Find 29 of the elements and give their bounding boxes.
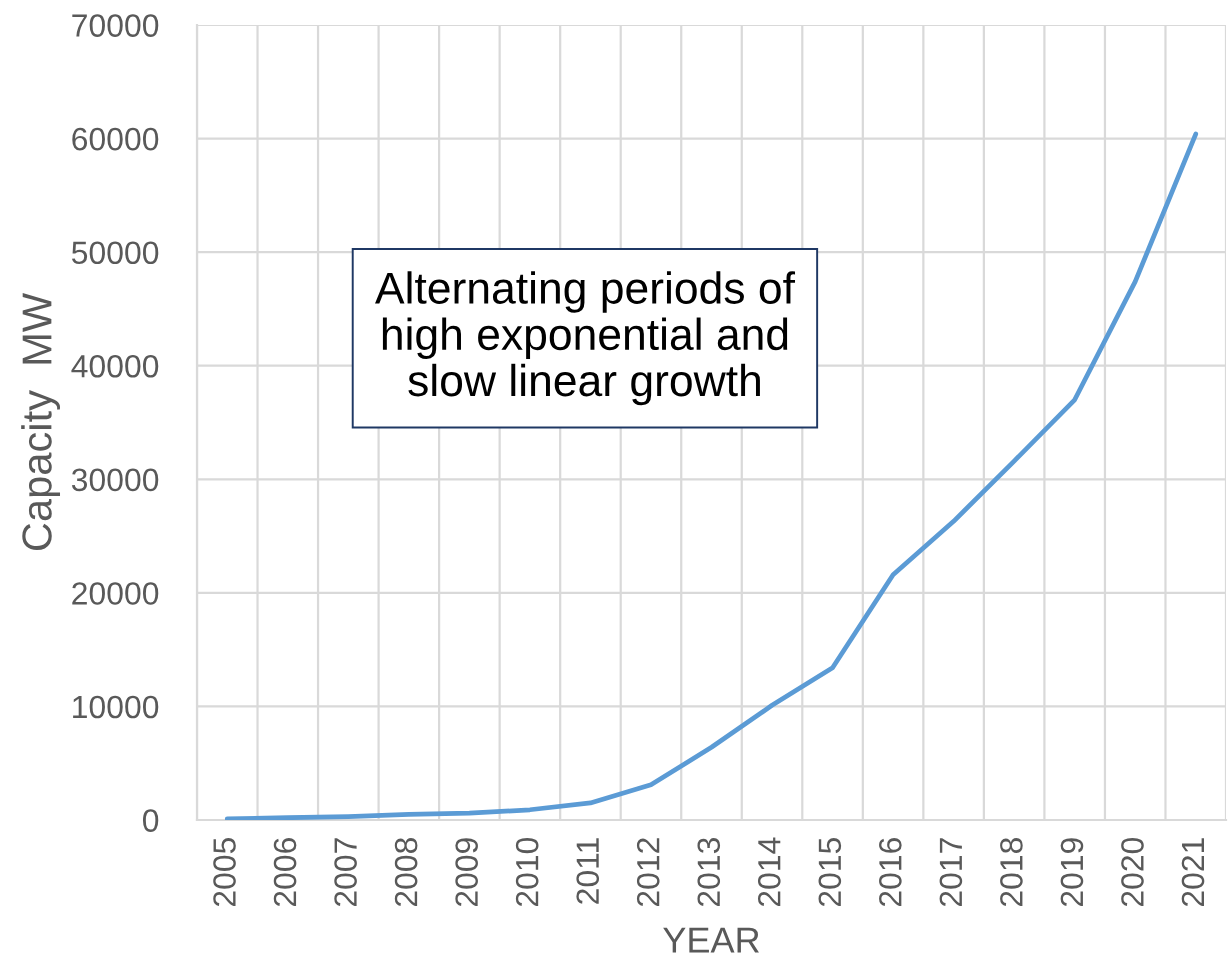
y-tick-label: 20000 <box>72 582 159 605</box>
x-tick-label: 2016 <box>879 838 902 907</box>
y-tick-label: 60000 <box>72 127 159 151</box>
x-tick-label: 2012 <box>636 838 660 907</box>
x-axis-title: YEAR <box>663 927 759 953</box>
x-tick-label: 2017 <box>939 838 963 907</box>
x-tick-label: 2021 <box>1181 838 1205 907</box>
y-tick-label: 0 <box>142 809 159 832</box>
x-tick-label: 2020 <box>1121 837 1144 907</box>
x-tick-label: 2008 <box>394 838 418 907</box>
x-tick-label: 2007 <box>334 838 357 907</box>
y-tick-label: 30000 <box>71 468 159 492</box>
x-tick-label: 2009 <box>455 838 478 907</box>
y-axis-title: Capacity MW <box>21 292 61 551</box>
x-tick-label: 2013 <box>697 838 721 907</box>
line-series <box>224 131 1199 820</box>
x-tick-label: 2010 <box>515 837 539 907</box>
x-tick-label: 2006 <box>273 838 297 907</box>
x-tick-label: 2011 <box>576 838 600 904</box>
x-tick-label: 2019 <box>1060 838 1084 907</box>
y-tick-label: 70000 <box>72 14 159 37</box>
x-tick-label: 2018 <box>1000 838 1023 907</box>
y-tick-label: 50000 <box>71 241 159 265</box>
x-tick-label: 2005 <box>213 838 236 907</box>
annotation: Alternating periods of high exponential and slow linear growth <box>375 271 796 406</box>
y-tick-label: 10000 <box>73 695 159 719</box>
x-tick-label: 2015 <box>818 838 842 907</box>
y-tick-label: 40000 <box>71 354 159 378</box>
x-tick-label: 2014 <box>757 837 781 907</box>
